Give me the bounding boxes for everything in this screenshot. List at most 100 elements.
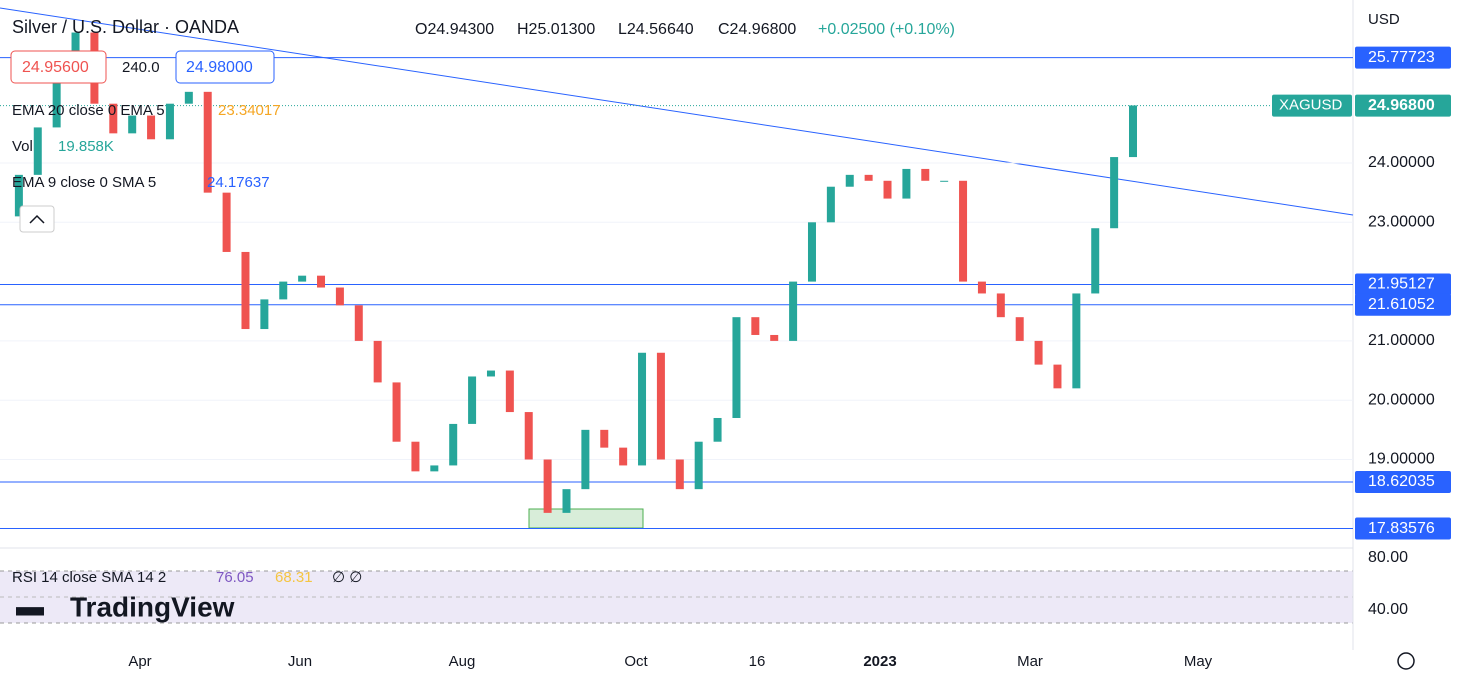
level-tag bbox=[1355, 273, 1451, 296]
level-label: 18.62035 bbox=[1368, 473, 1435, 490]
level-label: 21.61052 bbox=[1368, 296, 1435, 313]
candle bbox=[732, 317, 741, 418]
candle bbox=[807, 222, 816, 282]
ohlc-high: H25.01300 bbox=[517, 21, 595, 38]
time-label: Aug bbox=[449, 653, 476, 670]
candle bbox=[430, 465, 439, 472]
candle bbox=[864, 174, 873, 181]
time-label: 2023 bbox=[863, 653, 896, 670]
candle bbox=[317, 275, 326, 288]
candle bbox=[147, 115, 156, 140]
time-label: Oct bbox=[624, 653, 648, 670]
candle bbox=[14, 174, 23, 217]
level-tag bbox=[1355, 471, 1451, 494]
candle bbox=[486, 370, 495, 377]
price-tick-label: 23.00000 bbox=[1368, 214, 1435, 231]
brand-name: TradingView bbox=[70, 591, 235, 622]
ohlc-close: C24.96800 bbox=[718, 21, 796, 38]
symbol-tag-label: XAGUSD bbox=[1279, 97, 1343, 114]
candle bbox=[581, 429, 590, 490]
candle bbox=[1034, 340, 1043, 365]
settings-icon[interactable] bbox=[1397, 652, 1415, 670]
candle bbox=[921, 168, 930, 181]
candle bbox=[1091, 228, 1100, 294]
candle bbox=[279, 281, 288, 300]
candle bbox=[675, 459, 684, 490]
candle bbox=[902, 168, 911, 199]
candle bbox=[335, 287, 344, 306]
candle bbox=[600, 429, 609, 448]
level-tag bbox=[1355, 293, 1451, 316]
symbol-tag bbox=[1272, 94, 1352, 117]
candle bbox=[109, 103, 118, 134]
rsi-value: 76.05 bbox=[216, 569, 254, 586]
symbol-title: Silver / U.S. Dollar · OANDA bbox=[12, 17, 239, 37]
candle bbox=[52, 68, 61, 128]
candle bbox=[1015, 317, 1024, 341]
candle bbox=[71, 32, 80, 69]
buy-button[interactable] bbox=[175, 50, 275, 84]
buy-price: 24.98000 bbox=[186, 59, 253, 76]
currency[interactable]: USD bbox=[1368, 11, 1400, 28]
rsi-extra: ∅ ∅ bbox=[332, 569, 362, 586]
level-tag bbox=[1355, 517, 1451, 540]
candle bbox=[165, 103, 174, 140]
price-tick-label: 20.00000 bbox=[1368, 391, 1435, 408]
candle bbox=[770, 334, 779, 341]
candle bbox=[977, 281, 986, 294]
candle bbox=[940, 180, 949, 182]
candle bbox=[184, 91, 193, 104]
legend-value: 24.17637 bbox=[207, 174, 270, 191]
candle bbox=[694, 441, 703, 490]
price-tag bbox=[1355, 94, 1451, 117]
legend-name: Vol bbox=[12, 138, 33, 155]
candle bbox=[1110, 157, 1119, 229]
sell-button[interactable] bbox=[10, 50, 107, 84]
candle bbox=[959, 180, 968, 282]
candle bbox=[1072, 293, 1081, 389]
rsi-tick-label: 40.00 bbox=[1368, 601, 1408, 618]
candle bbox=[713, 417, 722, 442]
ohlc-low: L24.56640 bbox=[618, 21, 694, 38]
level-label: 21.95127 bbox=[1368, 276, 1435, 293]
candle bbox=[656, 352, 665, 460]
level-label: 17.83576 bbox=[1368, 520, 1435, 537]
legend-value: 23.34017 bbox=[218, 102, 281, 119]
candle bbox=[241, 251, 250, 330]
price-tag-label: 24.96800 bbox=[1368, 97, 1435, 114]
candle bbox=[619, 447, 628, 466]
level-label: 25.77723 bbox=[1368, 49, 1435, 66]
ohlc-open: O24.94300 bbox=[415, 21, 494, 38]
candle bbox=[449, 423, 458, 466]
candle bbox=[33, 127, 42, 175]
spread: 240.0 bbox=[122, 59, 160, 76]
collapse-button[interactable] bbox=[19, 205, 55, 233]
candle bbox=[260, 299, 269, 330]
candle bbox=[354, 305, 363, 341]
candle bbox=[524, 412, 533, 460]
legend-name: EMA 20 close 0 EMA 5 bbox=[12, 102, 165, 119]
trend-line bbox=[0, 7, 1354, 216]
price-tick-label: 19.00000 bbox=[1368, 451, 1435, 468]
candle bbox=[505, 370, 514, 413]
candle bbox=[411, 441, 420, 472]
rsi-tick-label: 80.00 bbox=[1368, 549, 1408, 566]
time-label: Jun bbox=[288, 653, 312, 670]
time-label: 16 bbox=[749, 653, 766, 670]
zone-box bbox=[528, 508, 644, 529]
candle bbox=[222, 192, 231, 252]
time-label: Apr bbox=[128, 653, 151, 670]
legend-name: EMA 9 close 0 SMA 5 bbox=[12, 174, 156, 191]
sell-price: 24.95600 bbox=[22, 59, 89, 76]
price-tick-label: 21.00000 bbox=[1368, 332, 1435, 349]
candle bbox=[996, 293, 1005, 318]
candle bbox=[789, 281, 798, 341]
candle bbox=[883, 180, 892, 199]
rsi-name: RSI 14 close SMA 14 2 bbox=[12, 569, 166, 586]
candle bbox=[468, 376, 477, 424]
legend-value: 19.858K bbox=[58, 138, 114, 155]
candle bbox=[562, 489, 571, 513]
brand: ▬ bbox=[16, 590, 44, 621]
